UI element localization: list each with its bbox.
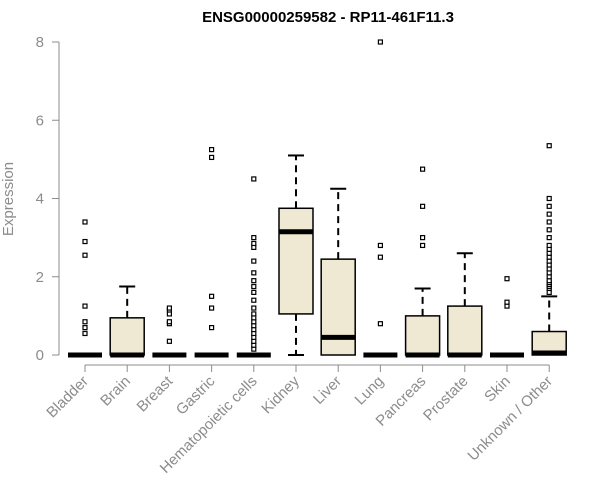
chart-title: ENSG00000259582 - RP11-461F11.3 xyxy=(202,9,454,26)
outlier-point xyxy=(251,258,257,264)
box-group xyxy=(320,187,356,356)
x-category-label: Lung xyxy=(352,373,388,409)
box-group xyxy=(278,154,314,356)
outlier-point xyxy=(251,270,257,276)
x-category-label: Skin xyxy=(481,373,514,406)
outlier-point xyxy=(546,211,552,217)
x-category-label: Breast xyxy=(134,372,177,415)
x-category-label: Bladder xyxy=(43,373,92,422)
y-axis: 0 2 4 6 8 xyxy=(36,34,60,364)
outlier-point xyxy=(166,305,172,311)
x-category-label: Kidney xyxy=(258,372,303,417)
outlier-point xyxy=(251,289,257,295)
outlier-point xyxy=(420,203,426,209)
outlier-point xyxy=(377,242,383,249)
outlier-point xyxy=(504,299,510,305)
box-group xyxy=(404,166,441,358)
x-category-label: Liver xyxy=(310,373,345,408)
outlier-point xyxy=(420,235,426,241)
outlier-point xyxy=(251,283,257,290)
y-tick-label: 2 xyxy=(36,269,44,286)
outlier-point xyxy=(209,154,215,161)
outlier-point xyxy=(251,297,257,303)
outlier-point xyxy=(209,305,215,311)
outlier-point xyxy=(82,325,88,331)
outlier-point xyxy=(546,219,552,225)
y-axis-label: Expression xyxy=(0,162,17,236)
outlier-point xyxy=(209,293,215,299)
box-iqr xyxy=(278,207,314,315)
y-tick-label: 6 xyxy=(36,112,44,129)
outlier-point xyxy=(251,311,257,317)
outlier-point xyxy=(82,252,88,258)
y-tick-label: 4 xyxy=(36,191,44,208)
box-group xyxy=(68,219,102,358)
outlier-point xyxy=(251,176,257,182)
outlier-point xyxy=(546,143,552,149)
box-iqr xyxy=(320,258,356,356)
outlier-point xyxy=(251,305,257,311)
outlier-point xyxy=(251,240,257,247)
y-tick-label: 8 xyxy=(36,34,44,51)
box-iqr xyxy=(447,305,483,356)
outlier-point xyxy=(209,325,215,331)
outlier-point xyxy=(251,235,257,241)
outlier-point xyxy=(82,238,88,245)
outlier-point xyxy=(546,227,552,233)
outlier-point xyxy=(377,39,383,45)
box-group xyxy=(152,305,187,358)
outlier-point xyxy=(546,242,552,249)
outlier-point xyxy=(546,203,552,209)
outlier-point xyxy=(420,242,426,249)
outlier-point xyxy=(377,254,383,260)
outlier-point xyxy=(166,338,172,344)
box-group xyxy=(363,39,398,358)
outlier-point xyxy=(420,166,426,172)
outlier-point xyxy=(377,321,383,327)
outlier-point xyxy=(82,319,88,325)
box-group xyxy=(236,176,271,358)
x-category-label: Prostate xyxy=(420,373,472,425)
outlier-point xyxy=(504,276,510,282)
box-iqr xyxy=(109,317,145,356)
x-category-label: Brain xyxy=(97,373,134,410)
boxes xyxy=(68,39,567,358)
outlier-point xyxy=(546,195,552,202)
box-group xyxy=(447,252,483,358)
outlier-point xyxy=(82,303,88,309)
box-group xyxy=(194,146,229,358)
box-group xyxy=(109,285,145,358)
outlier-point xyxy=(166,319,172,325)
outlier-point xyxy=(251,278,257,284)
box-group xyxy=(531,143,567,356)
box-group xyxy=(490,276,524,358)
outlier-point xyxy=(82,330,88,337)
box-iqr xyxy=(404,315,441,356)
outlier-point xyxy=(82,219,88,225)
outlier-point xyxy=(546,235,552,241)
y-tick-label: 0 xyxy=(36,347,44,364)
outlier-point xyxy=(209,146,215,153)
